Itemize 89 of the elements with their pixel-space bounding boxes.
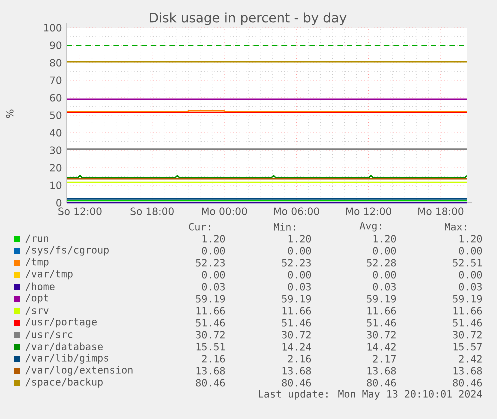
y-tick-label: 30 [50,146,62,154]
text: 51.46 [282,319,312,327]
text: 11.66 [454,307,482,315]
y-axis-title: % [6,110,14,118]
text: Cur: [189,223,210,231]
text: 1.20 [460,235,482,243]
text: 59.19 [453,295,482,303]
text: 13.68 [454,367,482,375]
text: 0.03 [202,283,225,291]
text: Max: [445,223,466,231]
text: 2.16 [288,355,312,363]
text: 13.68 [368,367,396,375]
text: 13.68 [282,367,312,375]
x-tick-label: So 18:00 [130,208,174,216]
legend-label: /srv [26,306,49,316]
chart-title: Disk usage in percent - by day [150,12,347,26]
text: 80.46 [453,379,482,387]
text: 0.00 [459,271,482,279]
y-tick-label: 20 [50,164,62,172]
y-tick-label: 50 [50,112,62,120]
y-tick-label: 40 [50,129,62,137]
text: 80.46 [367,379,396,387]
x-tick-label: Mo 06:00 [274,208,320,216]
text: 0.00 [373,247,396,255]
text: 59.19 [282,295,312,303]
text: 0.00 [459,247,482,255]
text: 0.00 [288,271,312,279]
text: 13.68 [196,367,226,375]
legend-label: /var/tmp [26,270,73,280]
text: 2.42 [459,355,482,363]
text: 30.72 [282,331,311,339]
text: 2.16 [202,355,226,363]
legend-label: /var/database [26,342,103,352]
legend-label: /home [26,282,55,292]
text: 59.19 [196,295,226,303]
legend-label: /tmp [26,258,49,268]
text: 51.46 [367,319,396,327]
text: 14.42 [368,343,396,351]
text: 80.46 [282,379,312,387]
legend-label: /space/backup [26,378,103,388]
legend-label: /opt [26,294,48,304]
text: 0.00 [373,271,396,279]
text: 30.72 [453,331,482,339]
text: 52.28 [367,259,396,267]
legend-label: /var/lib/gimps [26,354,109,364]
text: 0.03 [288,283,311,291]
text: 0.00 [202,271,226,279]
text: 11.66 [368,307,396,315]
legend-label: /usr/portage [26,318,97,328]
text: 30.72 [196,331,225,339]
y-tick-label: 90 [50,42,62,50]
text: 11.66 [282,307,312,315]
text: 51.46 [453,319,482,327]
text: 1.20 [374,235,396,243]
text: 1.20 [288,235,312,243]
text: 52.23 [282,259,311,267]
text: Avg: [360,222,382,232]
x-tick-label: So 12:00 [58,208,102,216]
y-tick-label: 100 [44,24,62,32]
text: 52.51 [453,259,482,267]
text: 11.66 [196,307,226,315]
text: 0.00 [202,247,226,255]
text: 59.19 [367,295,396,303]
x-tick-label: Mo 18:00 [418,208,464,216]
text: 30.72 [367,331,396,339]
text: 14.24 [282,343,312,351]
text: 80.46 [196,379,226,387]
y-tick-label: 70 [50,76,62,84]
legend-label: /sys/fs/cgroup [26,246,109,256]
y-tick-label: 10 [50,182,62,190]
y-tick-label: 60 [50,94,62,102]
text: 15.57 [454,343,482,351]
legend-label: /run [26,234,48,244]
y-tick-label: 0 [56,199,62,207]
text: 51.46 [196,319,226,327]
text: 0.03 [459,283,482,291]
text: 0.00 [288,247,312,255]
text: Min: [274,223,296,231]
legend-label: /usr/src [26,330,73,340]
text: 0.03 [373,283,396,291]
text: 52.23 [196,259,225,267]
text: 2.17 [373,355,396,363]
text: 15.51 [196,343,226,351]
legend-label: /var/log/extension [26,366,133,376]
text: Last update: Mon May 13 20:10:01 2024 [259,390,482,400]
x-tick-label: Mo 12:00 [346,208,392,216]
y-tick-label: 80 [50,59,62,67]
x-tick-label: Mo 00:00 [202,208,248,216]
text: 1.20 [202,235,226,243]
